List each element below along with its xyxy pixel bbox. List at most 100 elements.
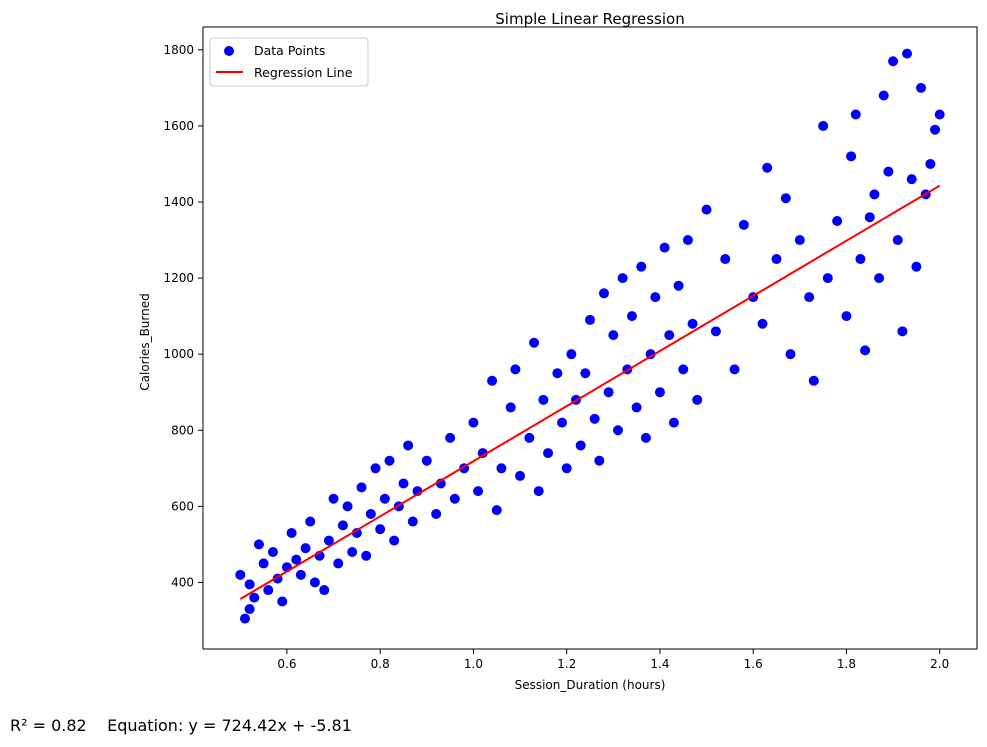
data-point bbox=[934, 109, 945, 120]
x-tick-label: 2.0 bbox=[930, 657, 949, 671]
data-point bbox=[832, 216, 843, 227]
data-point bbox=[379, 493, 390, 504]
data-point bbox=[804, 292, 815, 303]
data-point bbox=[598, 288, 609, 299]
data-point bbox=[239, 613, 250, 624]
x-tick-label: 0.6 bbox=[277, 657, 296, 671]
x-tick-label: 1.4 bbox=[650, 657, 669, 671]
y-tick-label: 600 bbox=[171, 499, 194, 513]
data-point bbox=[785, 349, 796, 360]
data-point bbox=[575, 440, 586, 451]
data-point bbox=[407, 516, 418, 527]
data-point bbox=[431, 508, 442, 519]
data-point bbox=[664, 330, 675, 341]
data-point bbox=[654, 387, 665, 398]
data-point bbox=[710, 326, 721, 337]
data-point bbox=[421, 455, 432, 466]
data-point bbox=[855, 254, 866, 265]
data-point bbox=[253, 539, 264, 550]
data-point bbox=[906, 174, 917, 185]
y-tick-label: 1600 bbox=[163, 119, 194, 133]
data-point bbox=[557, 417, 568, 428]
data-point bbox=[608, 330, 619, 341]
x-tick-label: 1.6 bbox=[744, 657, 763, 671]
y-tick-label: 800 bbox=[171, 423, 194, 437]
data-point bbox=[589, 413, 600, 424]
data-point bbox=[305, 516, 316, 527]
data-point bbox=[295, 569, 306, 580]
data-point bbox=[701, 204, 712, 215]
data-point bbox=[794, 235, 805, 246]
data-point bbox=[808, 375, 819, 386]
data-point bbox=[323, 535, 334, 546]
data-point bbox=[603, 387, 614, 398]
data-point bbox=[818, 120, 829, 131]
data-point bbox=[552, 368, 563, 379]
data-point bbox=[529, 337, 540, 348]
y-axis-ticks: 400 600 800 1000 1200 1400 1600 1800 bbox=[163, 43, 203, 589]
data-point bbox=[389, 535, 400, 546]
r-squared-text: R² = 0.82 bbox=[10, 716, 87, 735]
data-point bbox=[771, 254, 782, 265]
data-point bbox=[878, 90, 889, 101]
data-point bbox=[822, 273, 833, 284]
data-point bbox=[687, 318, 698, 329]
data-point bbox=[533, 486, 544, 497]
data-point bbox=[566, 349, 577, 360]
data-point bbox=[594, 455, 605, 466]
y-tick-label: 1400 bbox=[163, 195, 194, 209]
data-point bbox=[524, 432, 535, 443]
data-point bbox=[869, 189, 880, 200]
data-point bbox=[277, 596, 288, 607]
x-tick-label: 1.0 bbox=[464, 657, 483, 671]
data-point bbox=[682, 235, 693, 246]
data-point bbox=[780, 193, 791, 204]
legend-box bbox=[209, 37, 369, 87]
data-point bbox=[473, 486, 484, 497]
data-point bbox=[337, 520, 348, 531]
y-tick-label: 1200 bbox=[163, 271, 194, 285]
x-axis-label: Session_Duration (hours) bbox=[515, 678, 666, 692]
data-point bbox=[626, 311, 637, 322]
data-point bbox=[445, 432, 456, 443]
data-point bbox=[309, 577, 320, 588]
data-point bbox=[496, 463, 507, 474]
data-point bbox=[678, 364, 689, 375]
x-tick-label: 1.8 bbox=[837, 657, 856, 671]
data-point bbox=[911, 261, 922, 272]
plot-area-frame bbox=[202, 26, 978, 650]
data-point bbox=[333, 558, 344, 569]
data-point bbox=[365, 508, 376, 519]
legend: Data Points Regression Line bbox=[209, 37, 369, 87]
data-point bbox=[930, 124, 941, 135]
data-point bbox=[883, 166, 894, 177]
data-point bbox=[897, 326, 908, 337]
data-point bbox=[342, 501, 353, 512]
data-points-layer bbox=[235, 48, 945, 624]
legend-label-data-points: Data Points bbox=[254, 43, 325, 58]
data-point bbox=[449, 493, 460, 504]
data-point bbox=[249, 592, 260, 603]
data-point bbox=[645, 349, 656, 360]
x-tick-label: 0.8 bbox=[371, 657, 390, 671]
data-point bbox=[328, 493, 339, 504]
legend-marker-data-points bbox=[224, 46, 234, 56]
data-point bbox=[361, 550, 372, 561]
data-point bbox=[491, 505, 502, 516]
data-point bbox=[515, 470, 526, 481]
chart-title: Simple Linear Regression bbox=[495, 10, 684, 28]
data-point bbox=[846, 151, 857, 162]
data-point bbox=[347, 546, 358, 557]
data-point bbox=[370, 463, 381, 474]
data-point bbox=[612, 425, 623, 436]
data-point bbox=[580, 368, 591, 379]
data-point bbox=[631, 402, 642, 413]
data-point bbox=[291, 554, 302, 565]
data-point bbox=[258, 558, 269, 569]
data-point bbox=[925, 158, 936, 169]
data-point bbox=[267, 546, 278, 557]
data-point bbox=[319, 585, 330, 596]
y-tick-label: 400 bbox=[171, 575, 194, 589]
data-point bbox=[636, 261, 647, 272]
